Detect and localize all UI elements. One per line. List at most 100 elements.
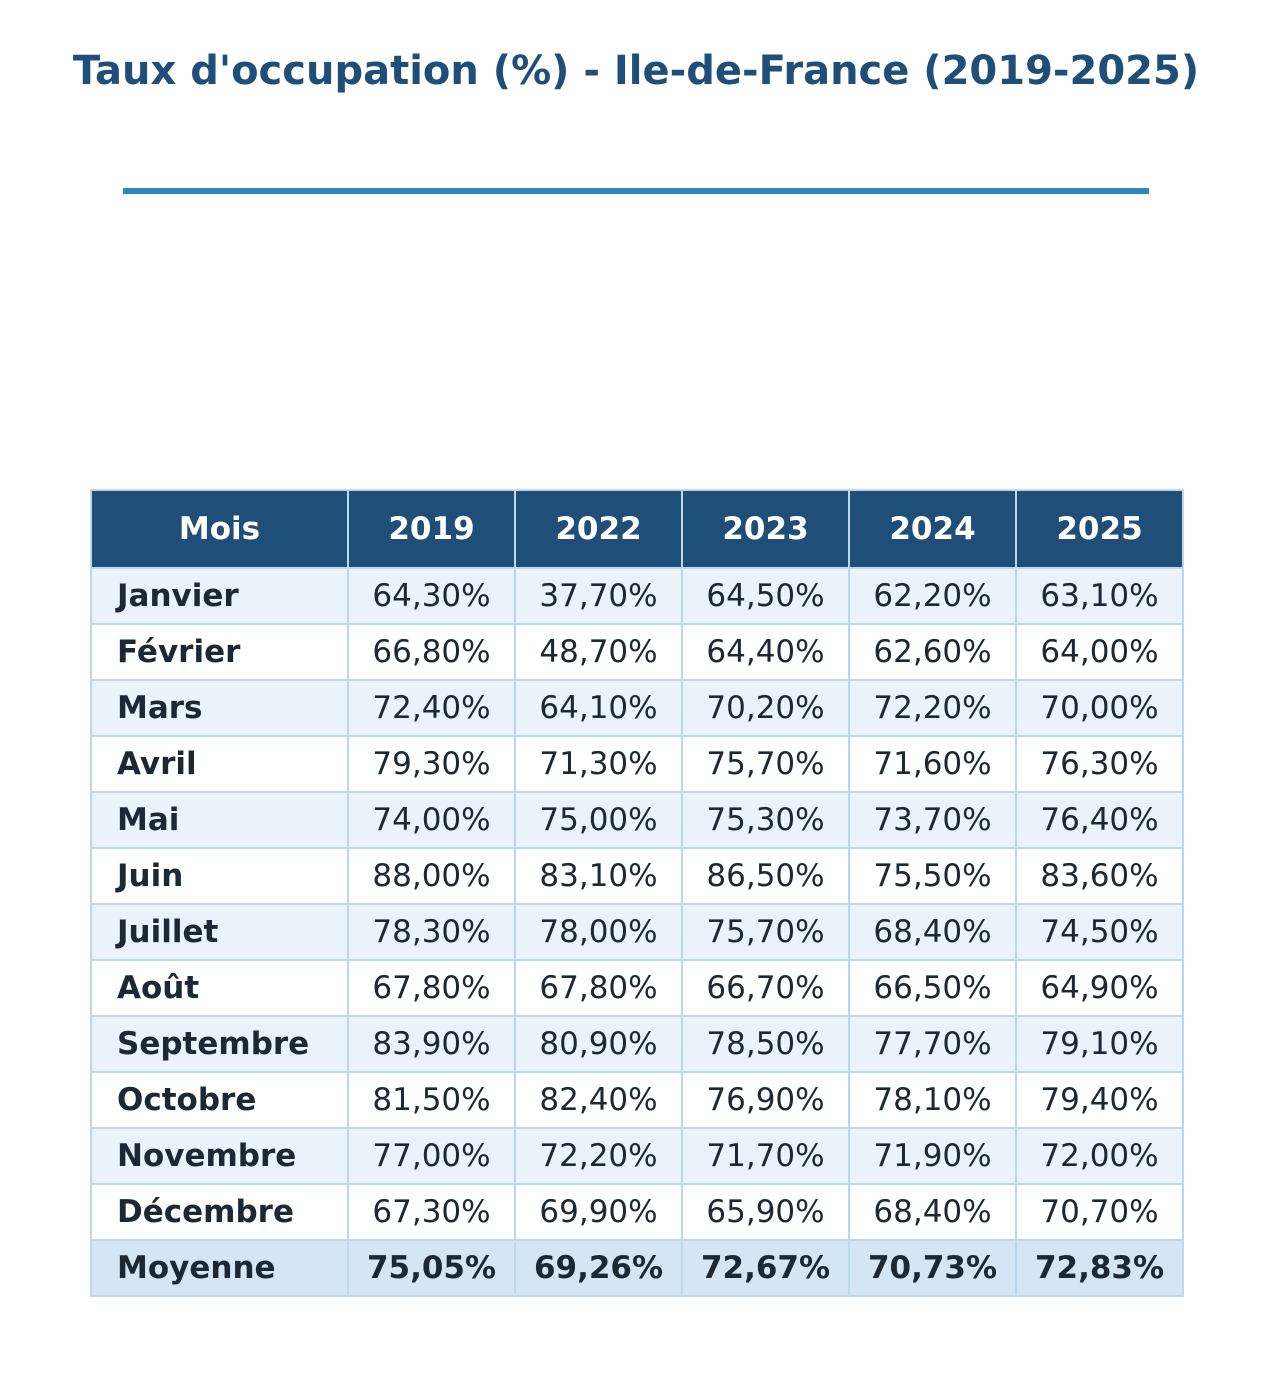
- table-row: Mai 74,00% 75,00% 75,30% 73,70% 76,40%: [90, 791, 1184, 849]
- occupancy-cell: 65,90%: [681, 1183, 850, 1241]
- occupancy-cell: 76,30%: [1015, 735, 1184, 793]
- table-row: Août 67,80% 67,80% 66,70% 66,50% 64,90%: [90, 959, 1184, 1017]
- occupancy-cell: 86,50%: [681, 847, 850, 905]
- occupancy-cell: 75,70%: [681, 903, 850, 961]
- month-label: Juillet: [90, 903, 349, 961]
- month-label: Novembre: [90, 1127, 349, 1185]
- occupancy-cell: 79,40%: [1015, 1071, 1184, 1129]
- occupancy-cell: 76,40%: [1015, 791, 1184, 849]
- occupancy-cell: 80,90%: [514, 1015, 683, 1073]
- month-label: Mars: [90, 679, 349, 737]
- average-cell: 70,73%: [848, 1239, 1017, 1297]
- occupancy-cell: 81,50%: [347, 1071, 516, 1129]
- occupancy-cell: 66,70%: [681, 959, 850, 1017]
- occupancy-cell: 68,40%: [848, 903, 1017, 961]
- column-header-2023: 2023: [681, 489, 850, 569]
- month-label: Avril: [90, 735, 349, 793]
- summary-row: Moyenne 75,05% 69,26% 72,67% 70,73% 72,83%: [90, 1239, 1184, 1297]
- table-row: Mars 72,40% 64,10% 70,20% 72,20% 70,00%: [90, 679, 1184, 737]
- occupancy-cell: 76,90%: [681, 1071, 850, 1129]
- occupancy-cell: 64,90%: [1015, 959, 1184, 1017]
- column-header-2025: 2025: [1015, 489, 1184, 569]
- occupancy-cell: 71,30%: [514, 735, 683, 793]
- occupancy-cell: 75,70%: [681, 735, 850, 793]
- occupancy-cell: 71,90%: [848, 1127, 1017, 1185]
- table-row: Octobre 81,50% 82,40% 76,90% 78,10% 79,40%: [90, 1071, 1184, 1129]
- month-label: Octobre: [90, 1071, 349, 1129]
- table-row: Juillet 78,30% 78,00% 75,70% 68,40% 74,50%: [90, 903, 1184, 961]
- month-label: Décembre: [90, 1183, 349, 1241]
- occupancy-cell: 67,80%: [347, 959, 516, 1017]
- occupancy-cell: 83,60%: [1015, 847, 1184, 905]
- occupancy-cell: 64,10%: [514, 679, 683, 737]
- occupancy-cell: 62,60%: [848, 623, 1017, 681]
- occupancy-cell: 63,10%: [1015, 567, 1184, 625]
- occupancy-cell: 75,00%: [514, 791, 683, 849]
- occupancy-cell: 67,30%: [347, 1183, 516, 1241]
- occupancy-cell: 62,20%: [848, 567, 1017, 625]
- month-label: Mai: [90, 791, 349, 849]
- column-header-2019: 2019: [347, 489, 516, 569]
- occupancy-cell: 72,20%: [514, 1127, 683, 1185]
- column-header-2022: 2022: [514, 489, 683, 569]
- month-label: Août: [90, 959, 349, 1017]
- table-row: Février 66,80% 48,70% 64,40% 62,60% 64,00%: [90, 623, 1184, 681]
- occupancy-cell: 66,50%: [848, 959, 1017, 1017]
- table-header: Mois 2019 2022 2023 2024 2025: [90, 489, 1184, 569]
- average-cell: 72,67%: [681, 1239, 850, 1297]
- occupancy-cell: 83,10%: [514, 847, 683, 905]
- header-row: Mois 2019 2022 2023 2024 2025: [90, 489, 1184, 569]
- occupancy-cell: 75,50%: [848, 847, 1017, 905]
- month-label: Juin: [90, 847, 349, 905]
- occupancy-cell: 70,00%: [1015, 679, 1184, 737]
- table-row: Septembre 83,90% 80,90% 78,50% 77,70% 79,10%: [90, 1015, 1184, 1073]
- occupancy-cell: 67,80%: [514, 959, 683, 1017]
- occupancy-cell: 64,50%: [681, 567, 850, 625]
- occupancy-cell: 77,70%: [848, 1015, 1017, 1073]
- occupancy-cell: 79,10%: [1015, 1015, 1184, 1073]
- occupancy-cell: 75,30%: [681, 791, 850, 849]
- occupancy-cell: 88,00%: [347, 847, 516, 905]
- occupancy-cell: 83,90%: [347, 1015, 516, 1073]
- occupancy-cell: 70,20%: [681, 679, 850, 737]
- month-label: Septembre: [90, 1015, 349, 1073]
- occupancy-table: Mois 2019 2022 2023 2024 2025 Janvier 64,30% 37…: [90, 489, 1184, 1297]
- summary-label: Moyenne: [90, 1239, 349, 1297]
- average-cell: 75,05%: [347, 1239, 516, 1297]
- occupancy-cell: 77,00%: [347, 1127, 516, 1185]
- table-row: Janvier 64,30% 37,70% 64,50% 62,20% 63,10%: [90, 567, 1184, 625]
- table-row: Novembre 77,00% 72,20% 71,70% 71,90% 72,00%: [90, 1127, 1184, 1185]
- occupancy-cell: 74,00%: [347, 791, 516, 849]
- table-title: Taux d'occupation (%) - Ile-de-France (2…: [72, 48, 1200, 94]
- occupancy-cell: 78,30%: [347, 903, 516, 961]
- occupancy-cell: 74,50%: [1015, 903, 1184, 961]
- occupancy-cell: 82,40%: [514, 1071, 683, 1129]
- table-body: Janvier 64,30% 37,70% 64,50% 62,20% 63,10% Fév…: [90, 567, 1184, 1297]
- occupancy-cell: 71,60%: [848, 735, 1017, 793]
- average-cell: 69,26%: [514, 1239, 683, 1297]
- occupancy-cell: 72,20%: [848, 679, 1017, 737]
- title-divider: [123, 188, 1149, 194]
- occupancy-cell: 71,70%: [681, 1127, 850, 1185]
- month-label: Février: [90, 623, 349, 681]
- column-header-2024: 2024: [848, 489, 1017, 569]
- occupancy-cell: 37,70%: [514, 567, 683, 625]
- occupancy-cell: 68,40%: [848, 1183, 1017, 1241]
- table-row: Juin 88,00% 83,10% 86,50% 75,50% 83,60%: [90, 847, 1184, 905]
- occupancy-cell: 79,30%: [347, 735, 516, 793]
- occupancy-cell: 48,70%: [514, 623, 683, 681]
- occupancy-cell: 64,00%: [1015, 623, 1184, 681]
- occupancy-cell: 72,40%: [347, 679, 516, 737]
- average-cell: 72,83%: [1015, 1239, 1184, 1297]
- occupancy-cell: 78,00%: [514, 903, 683, 961]
- occupancy-cell: 78,10%: [848, 1071, 1017, 1129]
- occupancy-cell: 70,70%: [1015, 1183, 1184, 1241]
- occupancy-cell: 64,30%: [347, 567, 516, 625]
- occupancy-cell: 66,80%: [347, 623, 516, 681]
- occupancy-cell: 64,40%: [681, 623, 850, 681]
- month-label: Janvier: [90, 567, 349, 625]
- table-row: Décembre 67,30% 69,90% 65,90% 68,40% 70,70%: [90, 1183, 1184, 1241]
- occupancy-cell: 78,50%: [681, 1015, 850, 1073]
- occupancy-cell: 69,90%: [514, 1183, 683, 1241]
- column-header-mois: Mois: [90, 489, 349, 569]
